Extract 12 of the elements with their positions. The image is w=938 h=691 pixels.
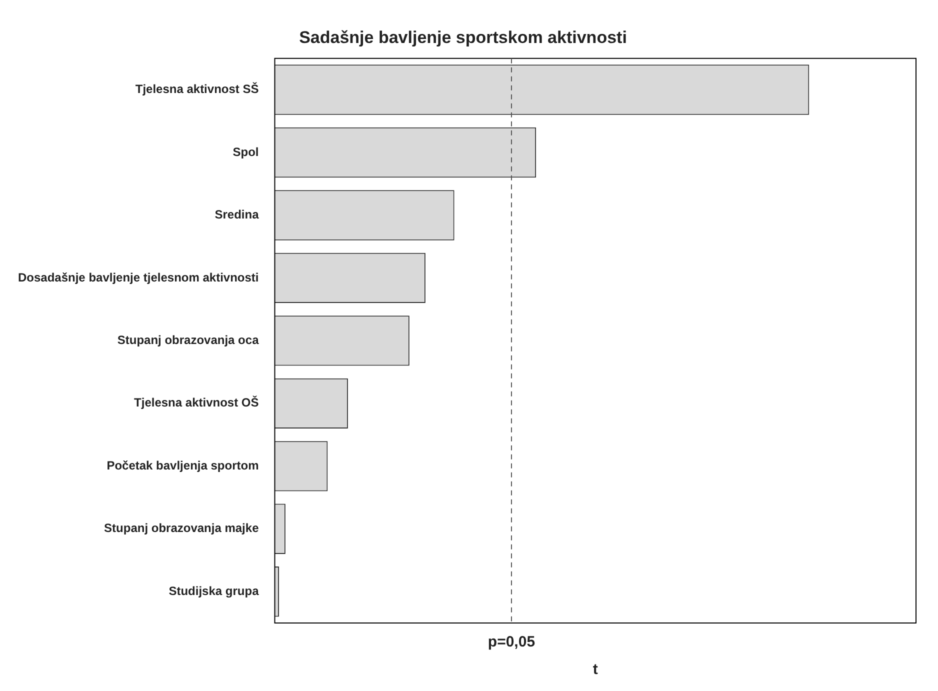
y-tick-label: Dosadašnje bavljenje tjelesnom aktivnosti	[18, 270, 259, 284]
y-tick-label: Spol	[232, 144, 259, 159]
y-tick-label: Studijska grupa	[168, 584, 260, 598]
y-tick-label: Tjelesna aktivnost SŠ	[135, 82, 259, 96]
x-axis-title: t	[592, 661, 598, 678]
y-tick-label: Tjelesna aktivnost OŠ	[134, 396, 259, 410]
text: p=0,05	[488, 634, 536, 651]
y-tick-label: Početak bavljenja sportom	[106, 458, 259, 472]
y-tick-label: Sredina	[214, 208, 260, 222]
y-tick-label: Stupanj obrazovanja oca	[117, 333, 260, 348]
y-tick-label: Stupanj obrazovanja majke	[104, 521, 260, 536]
chart-title: Sadašnje bavljenje sportskom aktivnosti	[299, 28, 627, 47]
